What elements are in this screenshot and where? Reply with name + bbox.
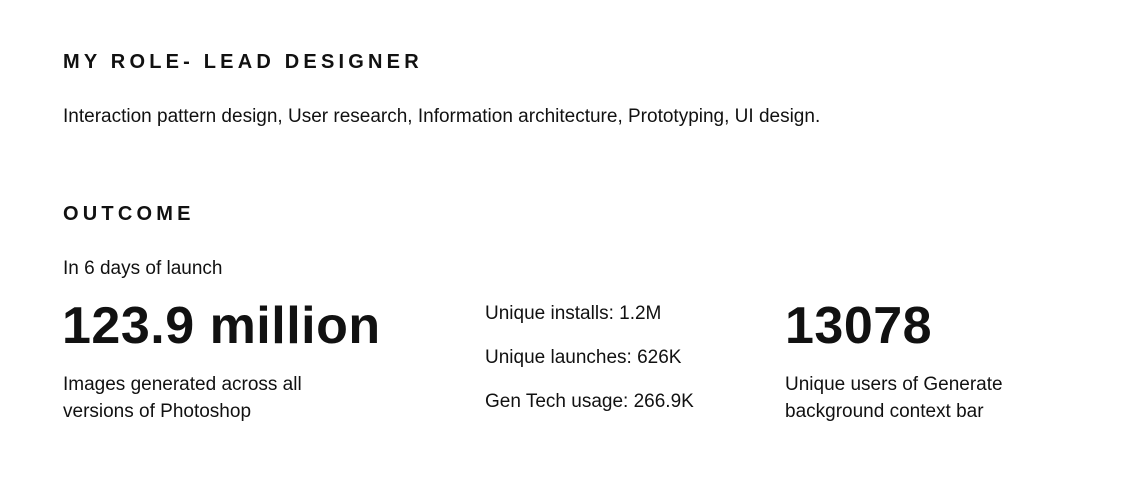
role-heading: MY ROLE- LEAD DESIGNER: [63, 51, 423, 73]
metric-images-caption-line2: versions of Photoshop: [63, 401, 252, 422]
role-description: Interaction pattern design, User researc…: [63, 106, 821, 127]
metric-images-caption-line1: Images generated across all: [63, 374, 302, 395]
stat-unique-launches: Unique launches: 626K: [485, 347, 682, 368]
metric-images-value: 123.9 million: [62, 297, 381, 355]
stat-gen-tech-usage: Gen Tech usage: 266.9K: [485, 391, 694, 412]
outcome-intro: In 6 days of launch: [63, 258, 223, 279]
metric-users-caption-line2: background context bar: [785, 401, 984, 422]
stat-unique-installs: Unique installs: 1.2M: [485, 303, 662, 324]
metric-users-caption-line1: Unique users of Generate: [785, 374, 1003, 395]
metric-users-value: 13078: [785, 297, 933, 355]
outcome-heading: OUTCOME: [63, 203, 195, 225]
